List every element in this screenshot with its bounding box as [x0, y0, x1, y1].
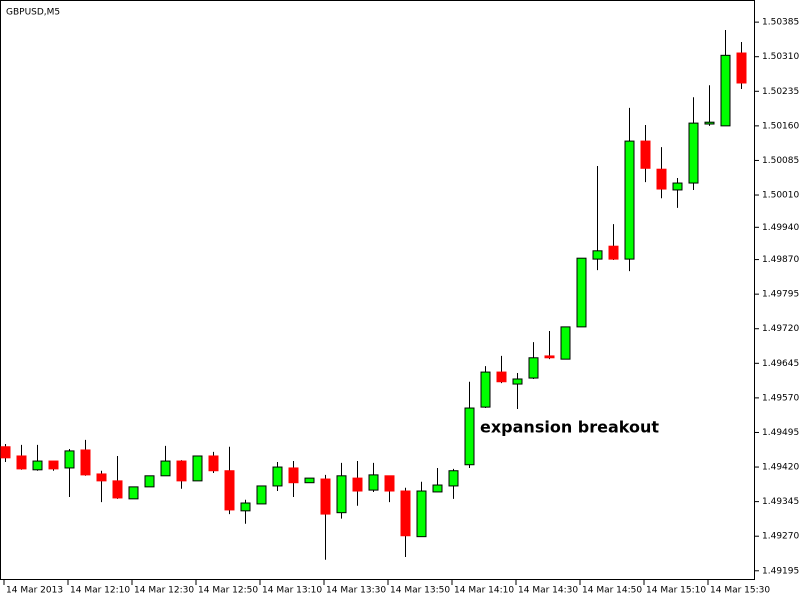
candle-body — [512, 378, 523, 385]
candle-body — [656, 168, 667, 190]
x-tick-label: 14 Mar 12:50 — [198, 586, 258, 596]
candle-body — [608, 245, 619, 260]
candle-body — [672, 182, 683, 191]
candle-body — [208, 455, 219, 472]
candle-body — [448, 470, 459, 487]
y-tick-label: 1.49570 — [762, 393, 799, 403]
y-tick-label: 1.50385 — [762, 18, 799, 28]
candle-body — [432, 484, 443, 493]
candle-body — [64, 450, 75, 469]
chart-title: GBPUSD,M5 — [6, 8, 60, 18]
x-tick-label: 14 Mar 14:30 — [518, 586, 578, 596]
candle-body — [368, 474, 379, 491]
candle-body — [352, 477, 363, 492]
x-tick-label: 14 Mar 13:30 — [326, 586, 386, 596]
candle-body — [736, 52, 747, 84]
x-tick-label: 14 Mar 14:10 — [454, 586, 514, 596]
candle-body — [128, 486, 139, 500]
candle-body — [112, 480, 123, 499]
candle-body — [528, 357, 539, 379]
x-tick-label: 14 Mar 14:50 — [582, 586, 642, 596]
y-tick-label: 1.49870 — [762, 255, 799, 265]
y-tick-label: 1.49420 — [762, 463, 799, 473]
candle-body — [96, 473, 107, 482]
candle-body — [624, 140, 635, 260]
candle-body — [288, 467, 299, 484]
y-tick-label: 1.49940 — [762, 223, 799, 233]
x-tick-label: 14 Mar 13:10 — [262, 586, 322, 596]
candle-body — [304, 477, 315, 484]
candle-body — [384, 475, 395, 492]
x-tick-label: 14 Mar 12:10 — [70, 586, 130, 596]
candle-body — [464, 407, 475, 466]
x-tick-label: 14 Mar 12:30 — [134, 586, 194, 596]
candle-body — [224, 470, 235, 511]
candle-body — [544, 355, 555, 359]
candle-body — [144, 475, 155, 488]
candle-body — [576, 257, 587, 328]
y-tick-label: 1.49645 — [762, 359, 799, 369]
candle-body — [240, 502, 251, 512]
candle-body — [592, 250, 603, 260]
candle-body — [48, 460, 59, 470]
y-tick-label: 1.49795 — [762, 290, 799, 300]
annotation: expansion breakout — [480, 418, 659, 437]
candle-body — [400, 490, 411, 537]
x-tick-label: 14 Mar 2013 — [6, 586, 63, 596]
candle-body — [80, 449, 91, 476]
y-tick-label: 1.49495 — [762, 428, 799, 438]
candle-body — [336, 475, 347, 514]
candle-body — [480, 371, 491, 408]
candle-body — [688, 122, 699, 184]
y-tick-label: 1.49195 — [762, 566, 799, 576]
y-tick-label: 1.50010 — [762, 191, 799, 201]
candle-body — [640, 140, 651, 169]
y-tick-label: 1.50310 — [762, 52, 799, 62]
x-tick-label: 14 Mar 13:50 — [390, 586, 450, 596]
candle-body — [192, 455, 203, 482]
candle-body — [16, 455, 27, 470]
candle-body — [416, 490, 427, 538]
y-tick-label: 1.49270 — [762, 532, 799, 542]
candle-body — [704, 121, 715, 125]
candle-body — [32, 460, 43, 471]
candle-body — [496, 371, 507, 383]
y-tick-label: 1.50085 — [762, 156, 799, 166]
candle-body — [272, 466, 283, 487]
y-tick-label: 1.50235 — [762, 87, 799, 97]
x-tick-label: 14 Mar 15:10 — [646, 586, 706, 596]
candle-body — [320, 478, 331, 515]
candle-body — [160, 460, 171, 477]
candle-body — [720, 54, 731, 127]
x-tick-label: 14 Mar 15:30 — [710, 586, 770, 596]
y-tick-label: 1.50160 — [762, 121, 799, 131]
candle-body — [560, 326, 571, 360]
y-tick-label: 1.49345 — [762, 497, 799, 507]
candle-body — [256, 485, 267, 505]
candle-body — [176, 460, 187, 482]
candle-body — [0, 446, 11, 459]
y-tick-label: 1.49720 — [762, 324, 799, 334]
